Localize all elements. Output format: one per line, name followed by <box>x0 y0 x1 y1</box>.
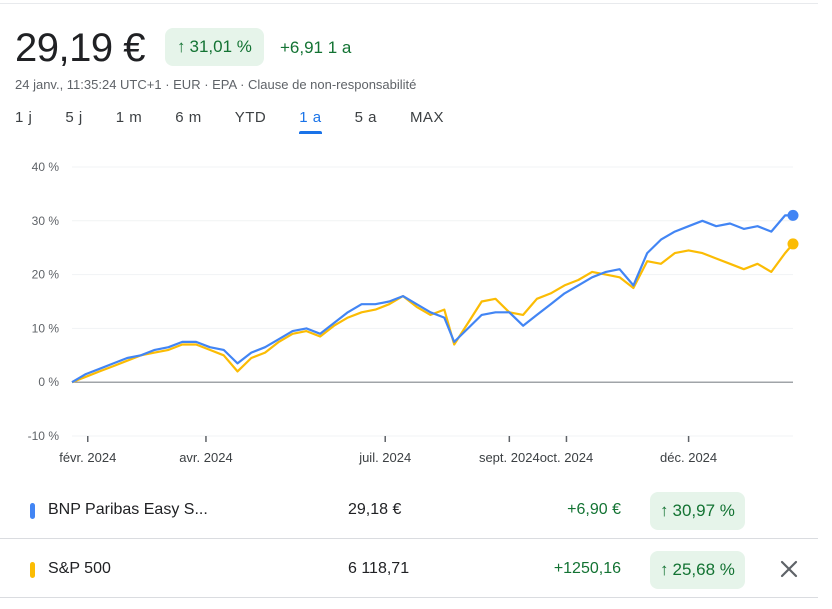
legend-price: 29,18 € <box>348 501 402 518</box>
period-tabs: 1 j 5 j 1 m 6 m YTD 1 a 5 a MAX <box>15 107 477 134</box>
x-tick-label: oct. 2024 <box>540 450 594 465</box>
legend-row[interactable]: BNP Paribas Easy S... 29,18 € +6,90 € ↑ … <box>0 482 818 539</box>
close-icon[interactable] <box>778 558 800 580</box>
series-swatch <box>30 503 35 519</box>
x-tick-label: févr. 2024 <box>59 450 116 465</box>
legend-pct: 25,68 % <box>672 560 735 579</box>
legend-pct-badge: ↑ 30,97 % <box>650 492 745 530</box>
arrow-up-icon: ↑ <box>660 501 669 520</box>
legend-row[interactable]: S&P 500 6 118,71 +1250,16 ↑ 25,68 % <box>0 541 818 598</box>
tab-period[interactable]: 5 j <box>65 109 83 126</box>
tab-period[interactable]: 5 a <box>354 109 377 126</box>
change-pct-badge: ↑ 31,01 % <box>165 28 264 66</box>
x-tick-label: déc. 2024 <box>660 450 717 465</box>
legend-change: +1250,16 <box>553 560 621 577</box>
change-abs: +6,91 1 a <box>280 38 352 57</box>
x-tick-label: avr. 2024 <box>179 450 233 465</box>
performance-chart[interactable]: 40 % 30 % 20 % 10 % 0 % -10 % févr. 2024 avr. 2… <box>0 150 820 470</box>
legend-price: 6 118,71 <box>348 560 410 577</box>
tab-period[interactable]: 1 j <box>15 109 33 126</box>
legend-change: +6,90 € <box>567 501 621 518</box>
tab-period[interactable]: MAX <box>409 109 444 126</box>
series-end-point <box>787 238 799 250</box>
legend-pct-badge: ↑ 25,68 % <box>650 551 745 589</box>
arrow-up-icon: ↑ <box>660 560 669 579</box>
series-end-point <box>787 209 799 221</box>
y-tick-label: -10 % <box>28 429 60 443</box>
tab-period[interactable]: 1 m <box>115 109 143 126</box>
tab-period[interactable]: 6 m <box>175 109 202 126</box>
y-tick-label: 20 % <box>32 268 60 282</box>
legend-pct: 30,97 % <box>672 501 735 520</box>
series-line <box>71 243 794 384</box>
y-tick-label: 0 % <box>38 375 59 389</box>
legend-name: BNP Paribas Easy S... <box>48 501 208 518</box>
y-tick-label: 10 % <box>32 321 60 335</box>
quote-meta: 24 janv., 11:35:24 UTC+1 · EUR · EPA · C… <box>15 77 417 92</box>
x-tick-label: juil. 2024 <box>358 450 411 465</box>
top-divider <box>0 3 818 4</box>
y-tick-label: 30 % <box>32 214 60 228</box>
current-price: 29,19 € <box>15 26 145 70</box>
tab-period-active[interactable]: 1 a <box>299 107 322 134</box>
change-pct: 31,01 % <box>189 37 252 56</box>
series-swatch <box>30 562 35 578</box>
x-tick-label: sept. 2024 <box>479 450 540 465</box>
y-tick-label: 40 % <box>32 160 60 174</box>
arrow-up-icon: ↑ <box>177 37 186 56</box>
series-line <box>71 214 793 384</box>
tab-period[interactable]: YTD <box>234 109 267 126</box>
legend-name: S&P 500 <box>48 560 111 577</box>
